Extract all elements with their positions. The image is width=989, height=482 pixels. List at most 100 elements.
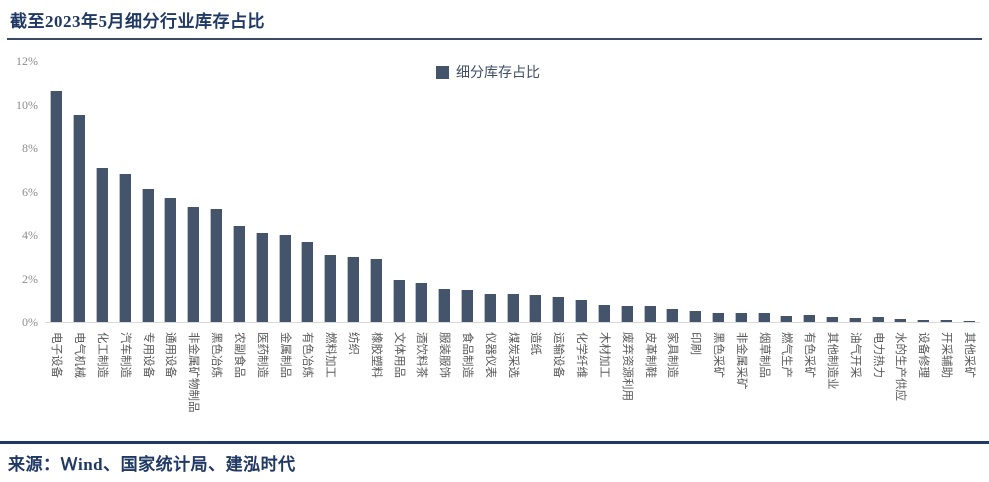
- x-label-slot: 有色采矿: [798, 327, 821, 440]
- x-axis-label: 皮革制鞋: [643, 332, 656, 378]
- bar-slot: [661, 61, 684, 322]
- x-label-slot: 其他制造业: [821, 327, 844, 440]
- bar-专用设备: [141, 189, 154, 322]
- x-label-slot: 开采辅助: [935, 327, 958, 440]
- bar-slot: [456, 61, 479, 322]
- bar-非金属矿物制品: [187, 207, 200, 322]
- x-label-slot: 服装服饰: [433, 327, 456, 440]
- x-label-slot: 农副食品: [228, 327, 251, 440]
- x-label-slot: 化工制造: [91, 327, 114, 440]
- bar-slot: [615, 61, 638, 322]
- bar-通用设备: [164, 198, 177, 322]
- bar-slot: [410, 61, 433, 322]
- bar-开采辅助: [940, 320, 953, 322]
- bar-医药制造: [255, 233, 268, 322]
- bar-slot: [478, 61, 501, 322]
- x-label-slot: 橡胶塑料: [364, 327, 387, 440]
- bar-油气开采: [848, 318, 861, 322]
- x-axis-label: 金属制品: [278, 332, 291, 378]
- bar-slot: [228, 61, 251, 322]
- title-divider: [7, 38, 982, 40]
- x-label-slot: 金属制品: [273, 327, 296, 440]
- bar-食品制造: [461, 290, 474, 322]
- bar-slot: [843, 61, 866, 322]
- bar-烟草制品: [757, 313, 770, 322]
- bar-化学纤维: [575, 300, 588, 322]
- bar-其他制造业: [826, 317, 839, 322]
- bar-slot: [136, 61, 159, 322]
- bar-皮革制鞋: [643, 306, 656, 322]
- bar-slot: [319, 61, 342, 322]
- bar-印刷: [689, 311, 702, 322]
- bar-化工制造: [96, 168, 109, 322]
- bar-服装服饰: [438, 289, 451, 322]
- bar-木材加工: [597, 305, 610, 322]
- x-label-slot: 设备修理: [912, 327, 935, 440]
- source-note: 来源：Ｗind、国家统计局、建泓时代: [8, 455, 296, 474]
- x-axis-label: 家具制造: [666, 332, 679, 378]
- legend-swatch-icon: [436, 65, 449, 79]
- x-axis-label: 开采辅助: [940, 332, 953, 378]
- bar-运输设备: [552, 297, 565, 322]
- y-axis-tick-label: 12%: [16, 54, 38, 68]
- x-label-slot: 印刷: [684, 327, 707, 440]
- x-axis-label: 印刷: [689, 332, 702, 355]
- x-label-slot: 黑色采矿: [707, 327, 730, 440]
- bar-slot: [798, 61, 821, 322]
- x-axis-label: 烟草制品: [757, 332, 770, 378]
- x-label-slot: 油气开采: [843, 327, 866, 440]
- y-axis-tick-label: 0%: [22, 315, 38, 329]
- bar-燃气生产: [780, 316, 793, 322]
- x-axis-label: 造纸: [529, 332, 542, 355]
- bar-slot: [159, 61, 182, 322]
- bar-slot: [912, 61, 935, 322]
- bar-煤炭采选: [506, 294, 519, 322]
- x-label-slot: 文体用品: [387, 327, 410, 440]
- x-label-slot: 专用设备: [136, 327, 159, 440]
- x-axis-label: 文体用品: [392, 332, 405, 378]
- x-axis-label: 化学纤维: [575, 332, 588, 378]
- x-label-slot: 木材加工: [593, 327, 616, 440]
- x-label-slot: 非金属矿物制品: [182, 327, 205, 440]
- x-axis-label: 其他制造业: [826, 332, 839, 390]
- x-label-slot: 燃料加工: [319, 327, 342, 440]
- plot-area: [45, 61, 980, 323]
- bar-废弃资源利用: [620, 306, 633, 322]
- bar-slot: [250, 61, 273, 322]
- bar-slot: [821, 61, 844, 322]
- bar-slot: [68, 61, 91, 322]
- x-label-slot: 有色冶炼: [296, 327, 319, 440]
- bar-橡胶塑料: [369, 259, 382, 322]
- x-label-slot: 通用设备: [159, 327, 182, 440]
- bar-电气机械: [73, 115, 86, 322]
- x-label-slot: 化学纤维: [570, 327, 593, 440]
- x-axis-label: 酒饮料茶: [415, 332, 428, 378]
- bar-slot: [364, 61, 387, 322]
- bar-纺织: [346, 257, 359, 322]
- x-label-slot: 汽车制造: [113, 327, 136, 440]
- bar-slot: [752, 61, 775, 322]
- bar-slot: [113, 61, 136, 322]
- y-axis: 0% 2% 4% 6% 8% 10% 12%: [0, 54, 38, 329]
- x-axis-label: 黑色采矿: [711, 332, 724, 378]
- bar-酒饮料茶: [415, 283, 428, 322]
- legend: 细分库存占比: [436, 62, 540, 82]
- x-axis-label: 通用设备: [164, 332, 177, 378]
- bar-slot: [433, 61, 456, 322]
- x-axis-label: 运输设备: [552, 332, 565, 378]
- bar-slot: [273, 61, 296, 322]
- x-axis-label: 有色冶炼: [301, 332, 314, 378]
- x-label-slot: 电力热力: [866, 327, 889, 440]
- x-axis-label: 燃料加工: [324, 332, 337, 378]
- bar-slot: [342, 61, 365, 322]
- footer-divider: [0, 441, 989, 444]
- bar-slot: [866, 61, 889, 322]
- x-axis-label: 燃气生产: [780, 332, 793, 378]
- bar-slot: [684, 61, 707, 322]
- x-label-slot: 黑色冶炼: [205, 327, 228, 440]
- x-label-slot: 非金属采矿: [729, 327, 752, 440]
- chart-title: 截至2023年5月细分行业库存占比: [10, 12, 265, 31]
- x-axis-label: 电子设备: [50, 332, 63, 378]
- bar-slot: [638, 61, 661, 322]
